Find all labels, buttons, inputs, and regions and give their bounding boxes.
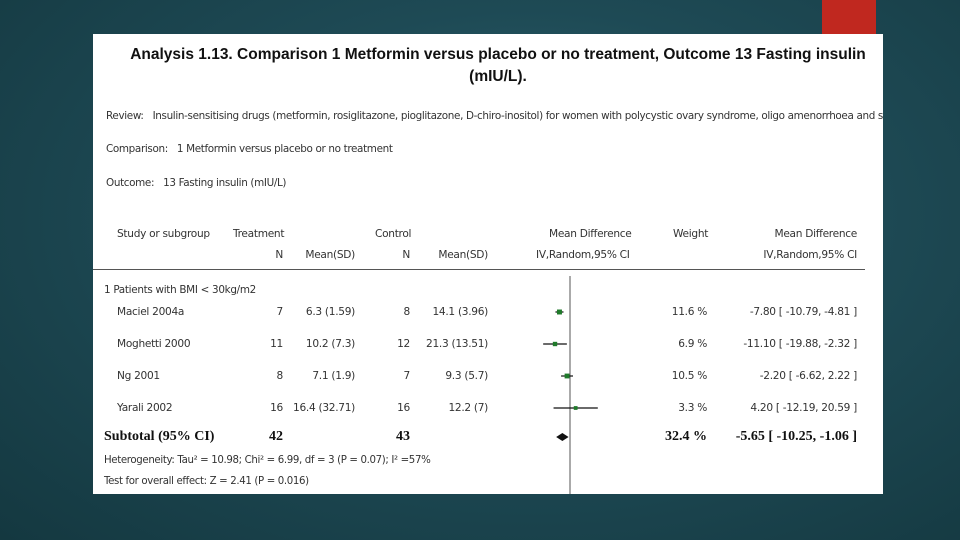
study-name: Maciel 2004a (117, 306, 185, 318)
treatment-mean-sd: 7.1 (1.9) (312, 370, 355, 382)
comparison-line: Comparison: 1 Metformin versus placebo or… (106, 143, 393, 155)
treatment-n: 7 (276, 306, 284, 318)
header-md2-method: IV,Random,95% CI (763, 249, 857, 261)
study-point-estimate (564, 373, 570, 379)
study-ci-text: 4.20 [ -12.19, 20.59 ] (750, 402, 857, 414)
comparison-value: 1 Metformin versus placebo or no treatme… (176, 143, 393, 155)
figure-title-line2: (mIU/L). (469, 68, 527, 85)
header-mean-difference-2: Mean Difference (774, 228, 857, 240)
study-weight: 11.6 % (671, 306, 708, 318)
header-treatment-mean: Mean(SD) (305, 249, 355, 261)
control-n: 8 (403, 306, 411, 318)
study-name: Moghetti 2000 (117, 338, 191, 350)
subtotal-weight: 32.4 % (665, 429, 707, 444)
forest-plot-figure: Analysis 1.13. Comparison 1 Metformin ve… (93, 34, 883, 494)
study-point-estimate (552, 341, 558, 347)
study-name: Yarali 2002 (117, 402, 173, 414)
overall-effect-line: Test for overall effect: Z = 2.41 (P = 0… (104, 476, 309, 487)
study-point-estimate (556, 309, 562, 315)
study-weight: 3.3 % (678, 402, 707, 414)
study-ci-text: -7.80 [ -10.79, -4.81 ] (749, 306, 857, 318)
study-name: Ng 2001 (117, 370, 160, 382)
study-point-estimate (573, 406, 578, 410)
header-control-n: N (402, 249, 410, 261)
control-mean-sd: 12.2 (7) (448, 402, 488, 414)
header-control-mean: Mean(SD) (438, 249, 488, 261)
treatment-mean-sd: 6.3 (1.59) (305, 306, 355, 318)
review-key: Review: (106, 110, 144, 122)
header-control: Control (375, 228, 412, 240)
forest-plot-graphic (543, 276, 598, 494)
treatment-mean-sd: 16.4 (32.71) (293, 402, 355, 414)
figure-title-line1: Analysis 1.13. Comparison 1 Metformin ve… (130, 46, 866, 63)
subtotal-label: Subtotal (95% CI) (104, 429, 215, 444)
outcome-value: 13 Fasting insulin (mIU/L) (163, 177, 287, 189)
red-accent-tab (822, 0, 876, 36)
header-mean-difference: Mean Difference (549, 228, 632, 240)
control-n: 12 (397, 338, 410, 350)
control-n: 7 (403, 370, 411, 382)
study-weight: 6.9 % (678, 338, 707, 350)
subgroup-label: 1 Patients with BMI < 30kg/m2 (104, 284, 256, 296)
treatment-n: 16 (270, 402, 283, 414)
comparison-key: Comparison: (106, 143, 168, 155)
header-md-method: IV,Random,95% CI (536, 249, 630, 261)
subtotal-diamond (556, 433, 569, 441)
control-n: 16 (397, 402, 410, 414)
treatment-mean-sd: 10.2 (7.3) (305, 338, 355, 350)
review-value: Insulin-sensitising drugs (metformin, ro… (152, 110, 883, 122)
control-mean-sd: 21.3 (13.51) (426, 338, 488, 350)
header-rule (93, 269, 865, 270)
study-weight: 10.5 % (671, 370, 708, 382)
treatment-n: 8 (276, 370, 284, 382)
treatment-n: 11 (270, 338, 283, 350)
control-mean-sd: 14.1 (3.96) (432, 306, 488, 318)
outcome-line: Outcome: 13 Fasting insulin (mIU/L) (106, 177, 286, 189)
header-weight: Weight (673, 228, 709, 240)
control-mean-sd: 9.3 (5.7) (445, 370, 488, 382)
header-treatment-n: N (275, 249, 283, 261)
subtotal-treatment-n: 42 (269, 429, 283, 444)
study-ci-text: -2.20 [ -6.62, 2.22 ] (759, 370, 858, 382)
study-ci-text: -11.10 [ -19.88, -2.32 ] (743, 338, 857, 350)
outcome-key: Outcome: (106, 177, 155, 189)
heterogeneity-line: Heterogeneity: Tau² = 10.98; Chi² = 6.99… (104, 455, 431, 466)
subtotal-control-n: 43 (396, 429, 410, 444)
subtotal-ci-text: -5.65 [ -10.25, -1.06 ] (735, 429, 857, 444)
review-line: Review: Insulin-sensitising drugs (metfor… (106, 110, 883, 122)
header-study: Study or subgroup (117, 228, 210, 240)
header-treatment: Treatment (233, 228, 285, 240)
